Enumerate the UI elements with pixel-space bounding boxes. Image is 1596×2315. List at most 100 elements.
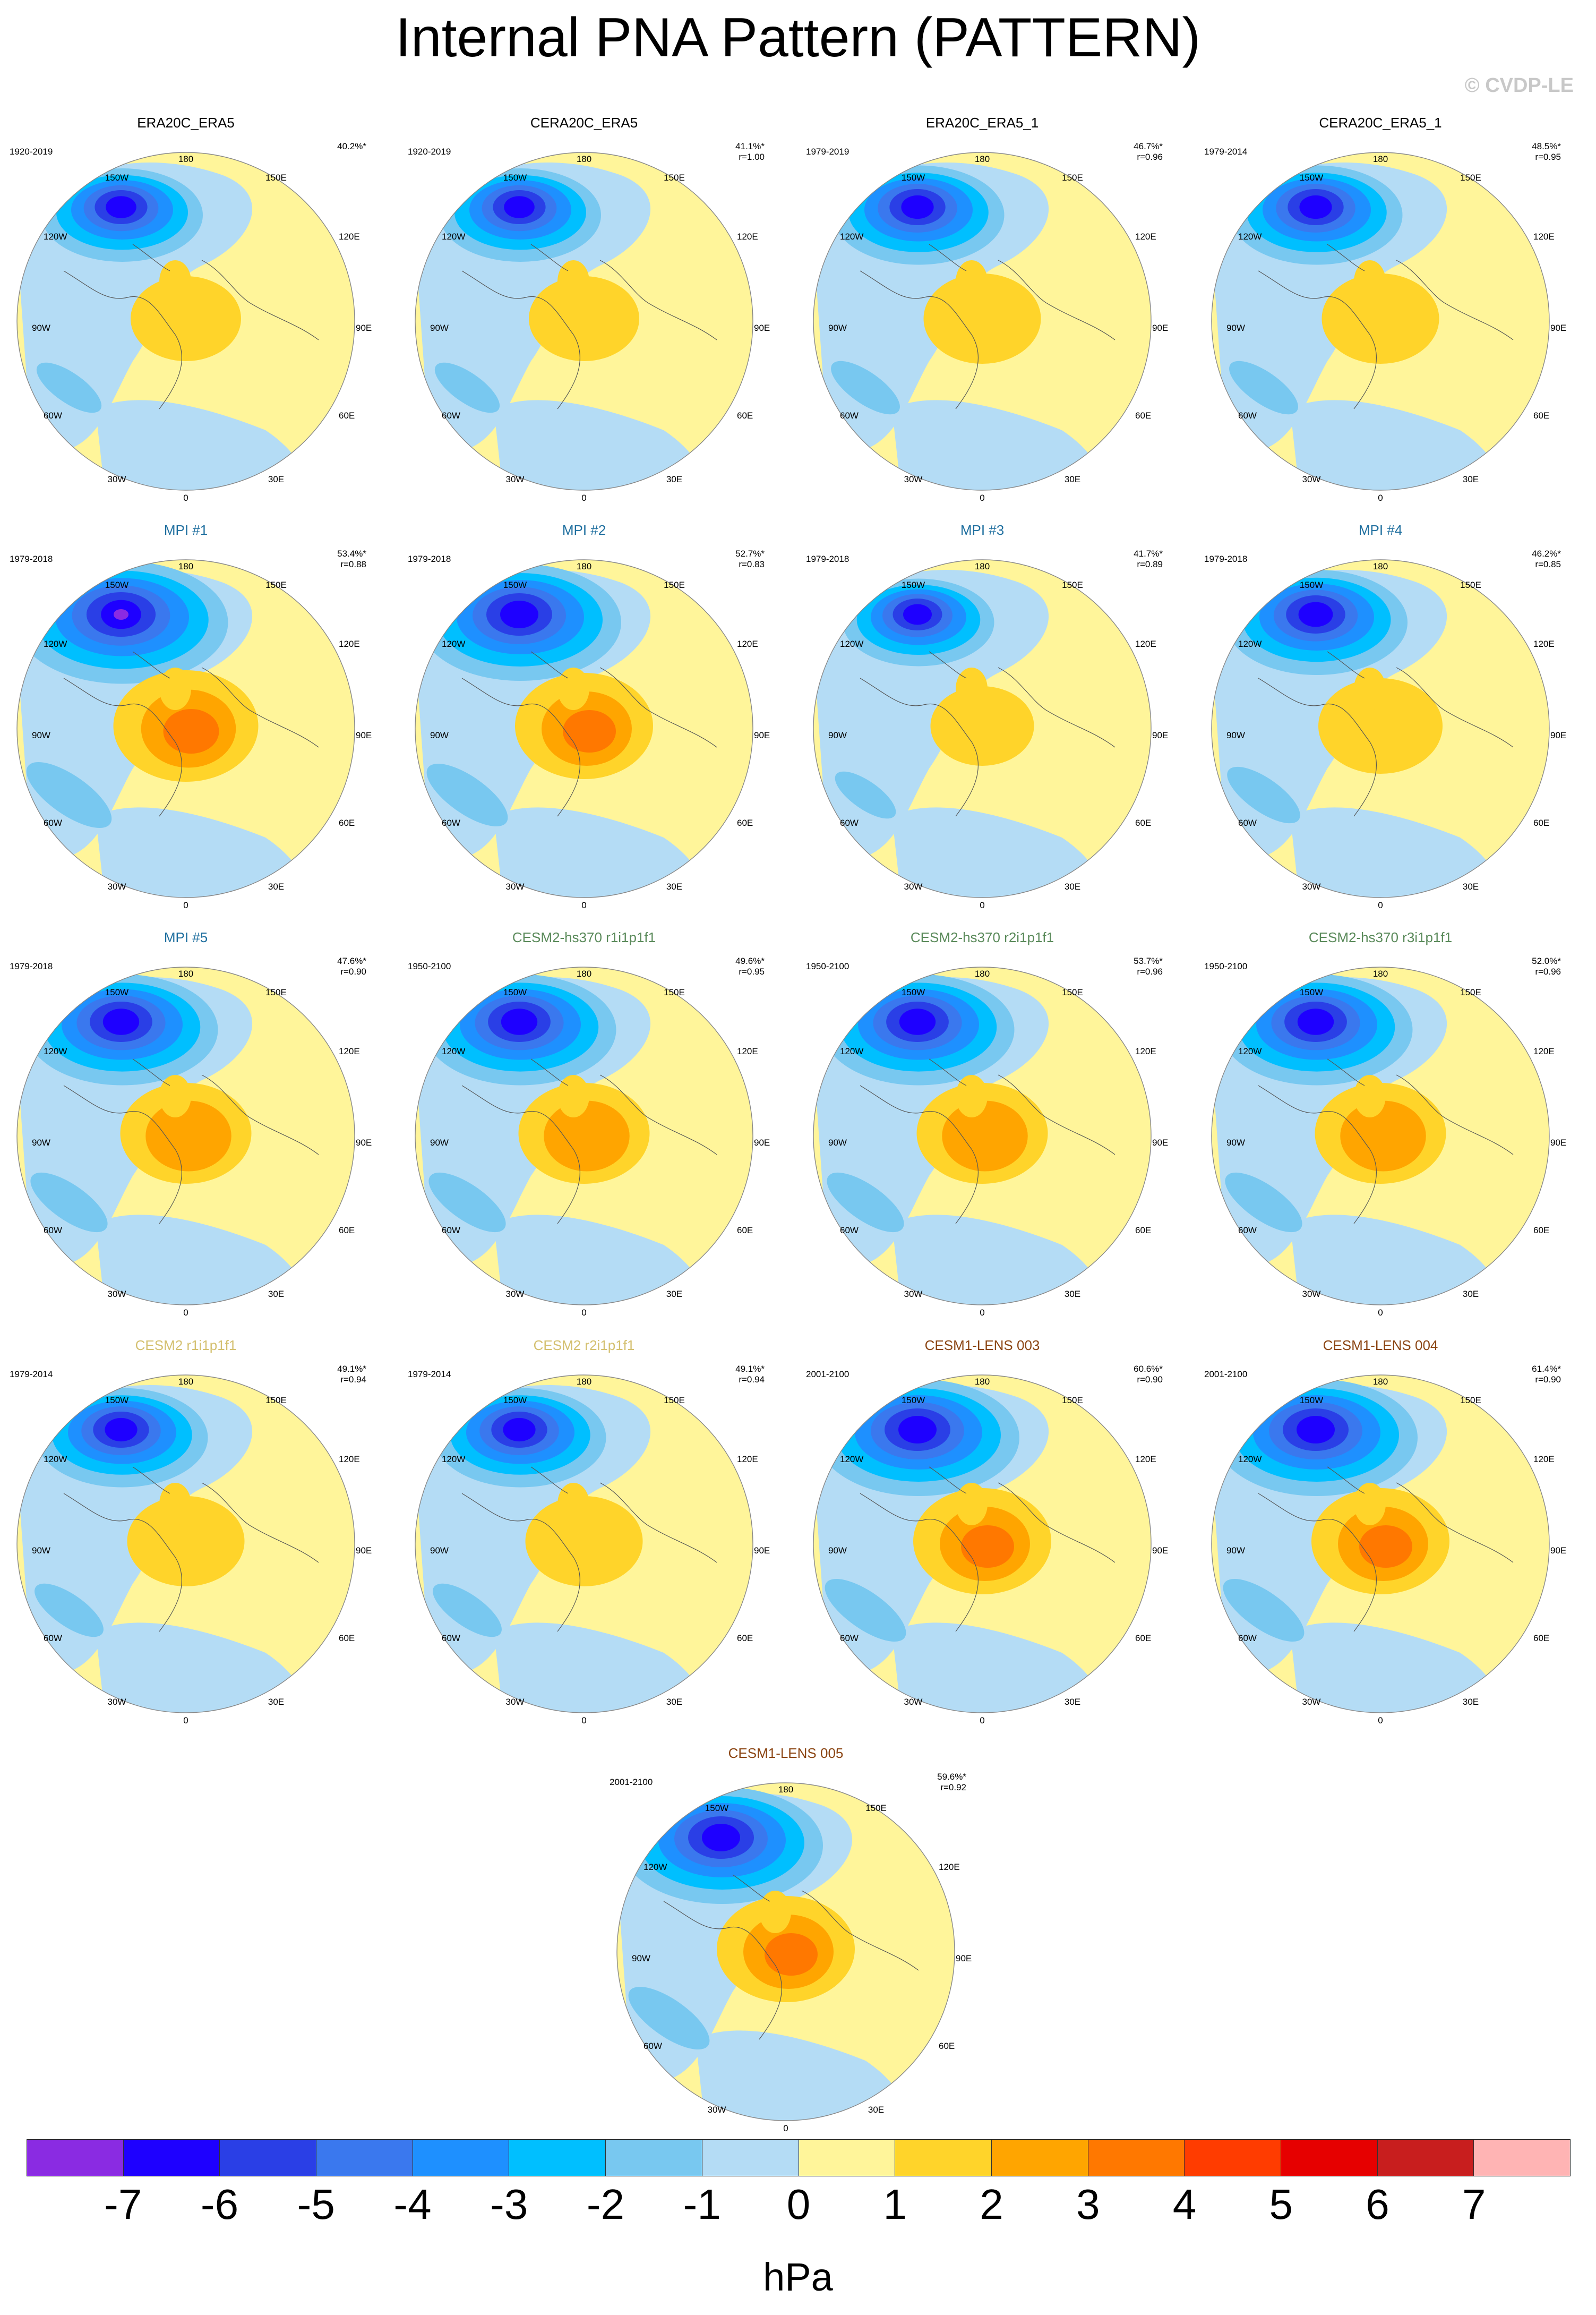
colorbar-swatch (606, 2140, 702, 2176)
longitude-label: 120E (339, 1046, 360, 1056)
map-panel: CESM2 r1i1p1f1 1979-2014 49.1%* r=0.94 180 15… (0, 1334, 372, 1727)
longitude-label: 90E (356, 323, 372, 333)
panel-variance: 40.2%* (337, 141, 366, 151)
positive-high-contour (1354, 1483, 1386, 1525)
longitude-label: 60E (737, 1633, 753, 1643)
longitude-label: 30E (1064, 882, 1081, 892)
pacific-low-contour (500, 601, 538, 628)
map-panel: CESM1-LENS 003 2001-2100 60.6%* r=0.90 180 15… (796, 1334, 1168, 1727)
longitude-label: 180 (974, 969, 990, 979)
map-field (17, 152, 355, 490)
negative-band (1227, 766, 1300, 824)
longitude-label: 150W (503, 173, 527, 183)
colorbar-swatch (1088, 2140, 1185, 2176)
panel-correlation: r=0.94 (340, 1374, 366, 1385)
longitude-label: 180 (974, 561, 990, 571)
coastline (461, 244, 717, 409)
longitude-label: 150W (901, 173, 925, 183)
colorbar-tick-label: -6 (200, 2181, 239, 2228)
negative-band (26, 762, 112, 828)
panel-title: CESM2-hs370 r2i1p1f1 (910, 929, 1054, 945)
map-panel: CESM2-hs370 r3i1p1f1 1950-2100 52.0%* r=0.9… (1195, 926, 1566, 1319)
map-panel: ERA20C_ERA5 1920-2019 40.2%* 180 150W 150E 120… (0, 112, 372, 505)
colorbar-tick-label: 4 (1172, 2181, 1197, 2228)
colorbar-swatch (991, 2140, 1088, 2176)
polar-map (1211, 152, 1550, 491)
map-panel: CESM2 r2i1p1f1 1979-2014 49.1%* r=0.94 180 15… (398, 1334, 770, 1727)
positive-high-contour (1359, 1525, 1412, 1568)
panel-title: MPI #4 (1358, 522, 1403, 538)
longitude-label: 150W (1299, 1395, 1324, 1405)
map-boundary (813, 559, 1152, 898)
longitude-label: 60W (44, 411, 62, 421)
positive-high-contour (1354, 1075, 1386, 1117)
map-field (813, 967, 1151, 1305)
longitude-label: 120W (44, 1454, 67, 1464)
colorbar-swatch (895, 2140, 992, 2176)
longitude-label: 30E (1462, 882, 1479, 892)
panel-title: CESM1-LENS 005 (728, 1745, 844, 1761)
longitude-label: 120W (44, 639, 67, 649)
colorbar-swatch (702, 2140, 799, 2176)
longitude-label: 150W (105, 987, 129, 997)
longitude-label: 30W (505, 882, 525, 892)
colorbar-unit: hPa (763, 2255, 833, 2299)
panel-years: 1979-2018 (10, 554, 53, 564)
panel-variance: 53.7%* (1134, 956, 1163, 966)
longitude-label: 90W (1226, 1545, 1245, 1556)
panel-variance: 49.1%* (735, 1364, 765, 1374)
longitude-label: 90W (32, 730, 50, 740)
panel-correlation: r=0.83 (739, 559, 765, 569)
panel-title: MPI #3 (960, 522, 1005, 538)
polar-map (1211, 1374, 1550, 1713)
panel-years: 1979-2018 (1204, 554, 1248, 564)
negative-band (628, 1986, 710, 2050)
longitude-label: 90W (430, 1545, 449, 1556)
longitude-label: 30W (1302, 882, 1321, 892)
longitude-label: 30W (904, 1289, 923, 1299)
longitude-label: 150W (503, 987, 527, 997)
longitude-label: 90W (828, 1138, 847, 1148)
polar-map (813, 559, 1152, 898)
longitude-label: 60E (1533, 1225, 1550, 1235)
positive-high-contour (127, 1496, 245, 1586)
longitude-label: 30W (107, 474, 126, 484)
longitude-label: 60E (1533, 411, 1550, 421)
colorbar-swatch (1281, 2140, 1378, 2176)
coastline (63, 651, 319, 817)
map-panel: ERA20C_ERA5_1 1979-2019 46.7%* r=0.96 180 150… (796, 112, 1168, 505)
longitude-label: 120W (1238, 639, 1262, 649)
negative-band (30, 1172, 108, 1233)
panel-title: CESM1-LENS 004 (1323, 1337, 1438, 1353)
colorbar-swatch (220, 2140, 317, 2176)
negative-band (426, 763, 508, 827)
longitude-label: 30E (1462, 1289, 1479, 1299)
positive-high-contour (956, 668, 988, 710)
longitude-label: 180 (1372, 969, 1388, 979)
longitude-label: 150W (105, 580, 129, 590)
negative-band (428, 1172, 506, 1233)
colorbar-tick-label: -1 (683, 2181, 721, 2228)
map-field (17, 560, 355, 898)
colorbar-swatch (413, 2140, 510, 2176)
positive-high-contour (930, 686, 1034, 766)
map-panel: CERA20C_ERA5_1 1979-2014 48.5%* r=0.95 180 15… (1195, 112, 1566, 505)
longitude-label: 150E (664, 173, 685, 183)
colorbar-tick-label: 2 (980, 2181, 1003, 2228)
colorbar-tick-label: -5 (297, 2181, 335, 2228)
positive-high-contour (529, 276, 639, 361)
longitude-label: 180 (178, 561, 194, 571)
longitude-label: 120W (44, 232, 67, 242)
longitude-label: 120E (1135, 232, 1156, 242)
longitude-label: 120W (442, 1454, 466, 1464)
colorbar-swatch (509, 2140, 606, 2176)
pacific-low-contour (1297, 1009, 1334, 1035)
longitude-label: 120W (1238, 232, 1262, 242)
panel-years: 2001-2100 (806, 1369, 850, 1379)
coastline (860, 1466, 1116, 1632)
colorbar-tick-label: 5 (1269, 2181, 1293, 2228)
coastline (1258, 1058, 1514, 1224)
coastline (860, 651, 1116, 817)
positive-high-contour (765, 1933, 818, 1976)
colorbar-tick-label: -4 (393, 2181, 432, 2228)
